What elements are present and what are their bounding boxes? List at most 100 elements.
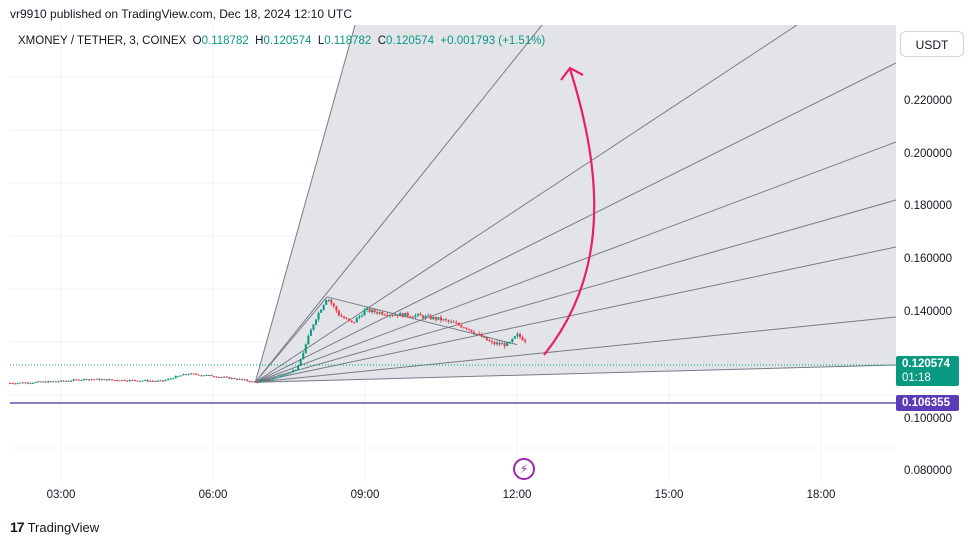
candle-body [192,373,195,375]
candle-body [335,306,338,311]
candle-body [11,383,14,385]
candle-body [213,376,215,378]
fan-line [254,25,798,383]
candle-body [151,380,154,382]
candle-body [276,377,279,379]
candle-body [44,381,47,383]
candle-body [457,323,460,326]
candle-body [350,320,353,322]
symbol-legend: XMONEY / TETHER, 3, COINEX O0.118782 H0.… [18,35,545,47]
candles [9,298,527,385]
candle-body [292,370,295,373]
candle-body [121,379,124,381]
candle-body [49,381,52,383]
candle-body [524,340,527,342]
candle-body [187,374,190,376]
candle-body [131,379,134,381]
candle-body [455,322,458,324]
lightning-icon[interactable]: ⚡ [513,458,535,480]
candle-body [118,380,121,382]
candle-body [24,382,27,384]
candle-body [108,379,111,381]
candle-body [488,340,491,342]
candle-body [261,380,264,382]
candle-body [111,379,113,381]
candle-body [210,374,213,377]
candle-body [105,379,108,381]
candle-body [325,300,328,305]
candle-body [281,374,284,376]
up-arrow [543,68,596,356]
open-value: 0.118782 [201,35,249,47]
candle-body [327,299,330,301]
candle-body [184,374,187,376]
candle-body [39,381,42,383]
candle-body [511,338,514,343]
candle-body [460,325,463,328]
candle-body [284,374,287,376]
candle-body [156,380,159,382]
candle-body [360,315,363,317]
candle-body [241,378,244,380]
candle-body [139,380,142,382]
candle-body [452,321,455,323]
fan-line [255,141,896,383]
candle-body [103,379,106,381]
candle-body [396,314,399,317]
candle-body [154,380,157,382]
candle-body [383,314,386,316]
candle-body [197,374,200,376]
candle-body [72,379,75,381]
candle-body [235,378,238,380]
candle-body [77,379,80,381]
candle-body [330,299,333,304]
candle-body [490,341,493,343]
fan-line [255,199,896,383]
candle-body [256,382,259,384]
candle-body [146,380,149,382]
candle-body [251,381,254,383]
candle-body [190,373,193,375]
candle-body [506,342,509,347]
candle-body [195,373,198,375]
candle-body [521,337,524,341]
candle-body [483,336,486,338]
candle-body [243,379,246,381]
candle-body [174,376,177,379]
candle-body [332,303,335,307]
fan-line [254,25,543,383]
candle-body [422,315,425,319]
candle-body [373,309,376,313]
candle-body [248,381,251,383]
close-label: C [377,35,387,47]
candle-body [264,379,266,381]
candle-body [381,312,384,315]
candle-body [98,378,101,381]
candle-body [501,343,504,345]
candle-body [424,315,427,319]
candle-body [230,377,233,379]
candle-body [447,320,450,322]
candle-body [304,344,307,353]
candle-body [439,317,442,321]
candle-body [26,382,29,384]
candle-body [297,365,300,370]
candle-body [450,321,453,323]
candle-body [279,375,282,378]
candle-body [116,379,119,381]
candle-body [144,380,147,382]
candle-body [271,378,274,380]
candle-body [355,317,358,323]
candle-body [223,376,226,378]
countdown-value: 01:18 [902,372,931,384]
y-tick: 0.180000 [904,200,952,212]
fan-line [254,296,328,383]
candle-body [394,314,397,316]
candle-body [29,383,32,385]
fan-shading [254,25,896,383]
candle-body [52,381,55,383]
currency-button[interactable]: USDT [900,31,964,57]
candle-body [19,382,22,384]
candle-body [388,315,391,317]
candle-body [498,342,501,345]
